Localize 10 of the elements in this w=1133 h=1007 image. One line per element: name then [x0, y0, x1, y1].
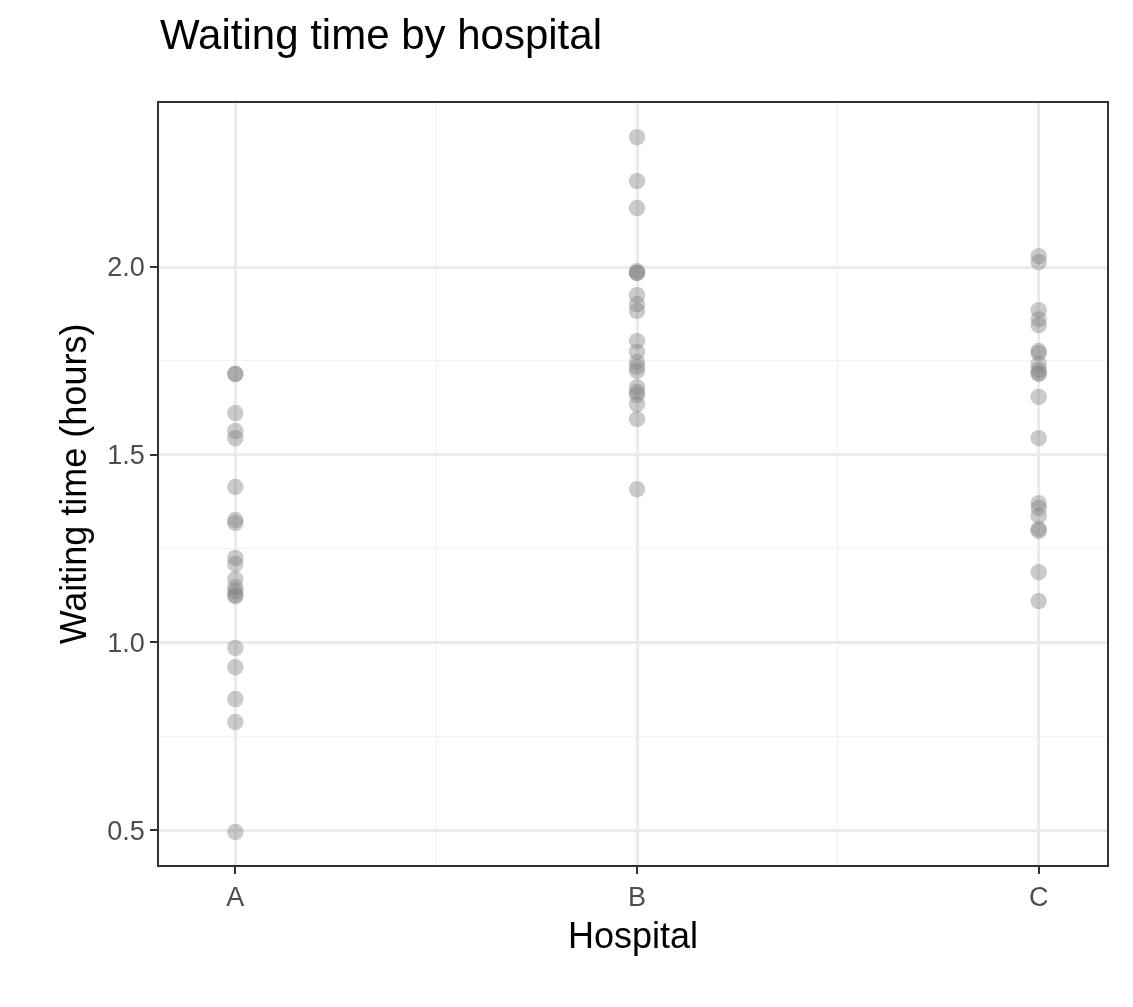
y-tick-label: 2.0: [107, 252, 145, 283]
y-axis-title: Waiting time (hours): [52, 323, 94, 645]
x-tick-label: B: [628, 882, 647, 913]
y-tick-label: 1.0: [107, 627, 145, 658]
x-axis-title: Hospital: [567, 915, 699, 957]
y-tick-label: 0.5: [107, 815, 145, 846]
x-tick-label: C: [1028, 882, 1049, 913]
y-tick-label: 1.5: [107, 440, 145, 471]
chart-title: Waiting time by hospital: [160, 11, 602, 59]
x-tick-label: A: [226, 882, 245, 913]
